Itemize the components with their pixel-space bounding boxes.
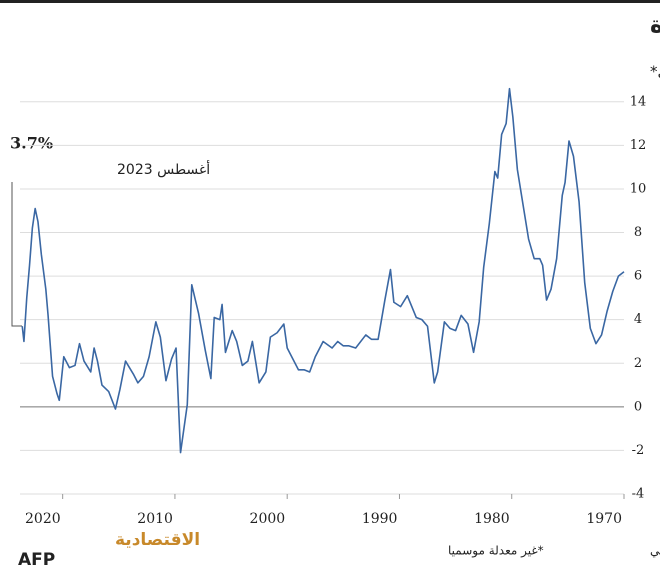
x-tick-label: 1970 — [586, 511, 622, 527]
chart-title: التضخم في الولايات المتحدة — [650, 13, 660, 39]
y-tick-label: -4 — [632, 487, 645, 502]
x-tick-label: 1980 — [474, 511, 510, 527]
logo: الاقتصادية — [115, 530, 200, 550]
y-tick-label: 6 — [634, 269, 642, 284]
x-tick-label: 2020 — [25, 511, 61, 527]
x-tick-label: 2010 — [137, 511, 173, 527]
source: المصدر: بنك الاحتياطي الفدرالي — [650, 544, 660, 559]
annotation-value: 3.7% — [10, 134, 53, 153]
data-line — [21, 87, 625, 454]
y-tick-label: 8 — [634, 225, 642, 240]
y-tick-label: 10 — [630, 181, 647, 196]
y-tick-label: 12 — [630, 138, 647, 153]
y-tick-label: 14 — [630, 94, 647, 109]
x-tick-label: 1990 — [362, 511, 398, 527]
y-tick-label: 0 — [634, 399, 642, 414]
y-tick-label: -2 — [632, 443, 645, 458]
chart-subtitle: مؤشر أسعار المستهلك، نسبة التغير على أسا… — [650, 62, 660, 82]
y-tick-label: 4 — [634, 312, 642, 327]
top-rule — [0, 0, 660, 3]
y-tick-label: 2 — [634, 356, 642, 371]
x-tick-label: 2000 — [250, 511, 286, 527]
annotation-bracket — [11, 182, 22, 327]
credit: AFP — [18, 550, 55, 569]
annotation-date: أغسطس 2023 — [117, 160, 210, 178]
note: *غير معدلة موسميا — [448, 544, 544, 559]
